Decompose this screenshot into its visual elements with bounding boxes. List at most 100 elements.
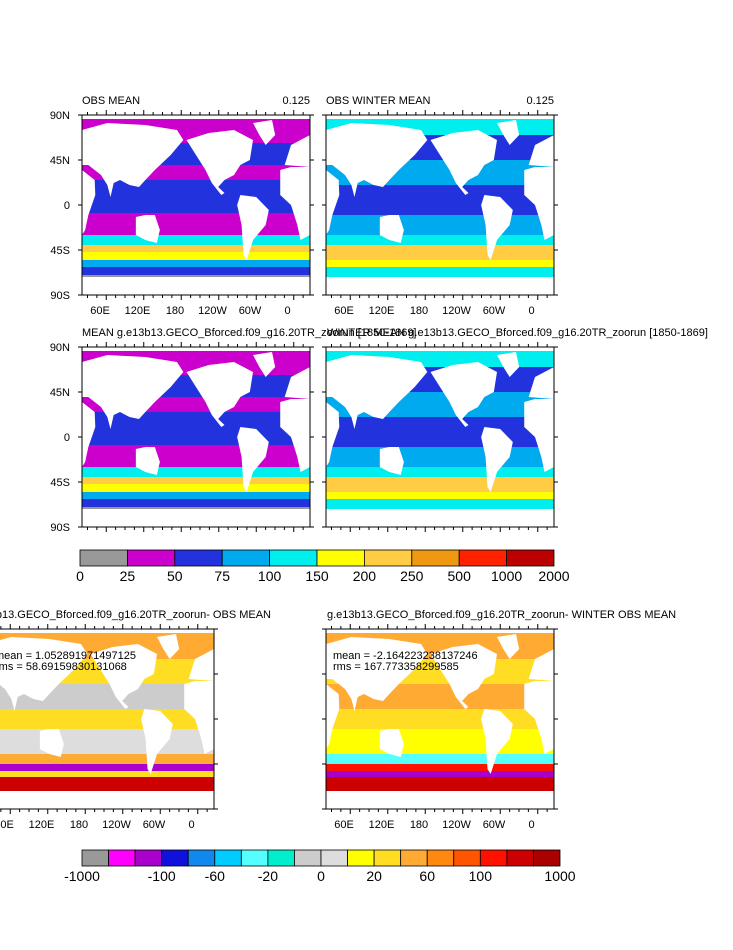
field-band xyxy=(0,771,214,777)
field-band xyxy=(82,260,310,267)
lon-label: 60W xyxy=(143,819,166,831)
lon-label: 60E xyxy=(334,819,354,831)
lon-label: 180 xyxy=(410,819,428,831)
field-band xyxy=(82,467,310,477)
colorbar-box xyxy=(453,849,481,867)
lon-label: 60E xyxy=(0,819,14,831)
lon-label: 120W xyxy=(442,305,471,317)
field-band xyxy=(326,771,554,777)
colorbar-box xyxy=(458,549,508,567)
field-band xyxy=(326,754,554,764)
lon-label: 60W xyxy=(483,819,506,831)
panel-right-label: 0.125 xyxy=(526,95,554,107)
field-band xyxy=(326,764,554,771)
colorbar-box xyxy=(316,549,365,567)
colorbar-box xyxy=(221,549,270,567)
field-band xyxy=(82,267,310,275)
colorbar-label: -20 xyxy=(258,868,278,884)
colorbar-label: -1000 xyxy=(64,868,100,884)
lon-label: 60W xyxy=(483,305,506,317)
field-band xyxy=(326,499,554,509)
colorbar-box xyxy=(108,849,136,867)
colorbar-label: -60 xyxy=(205,868,225,884)
field-band xyxy=(326,185,554,215)
lon-label: 180 xyxy=(70,819,88,831)
panel-title: g.e13b13.GECO_Bforced.f09_g16.20TR_zooru… xyxy=(0,609,271,621)
colorbar-label: 75 xyxy=(214,568,230,584)
lon-label: 120E xyxy=(29,819,55,831)
map-panel xyxy=(0,624,218,814)
colorbar-box xyxy=(269,549,318,567)
field-band xyxy=(0,764,214,771)
lon-label: 120E xyxy=(369,819,395,831)
lon-label: 60E xyxy=(90,305,110,317)
colorbar-box xyxy=(267,849,295,867)
lon-label: 60E xyxy=(334,305,354,317)
colorbar-box xyxy=(347,849,375,867)
panel-right-label: 0.125 xyxy=(282,95,310,107)
lat-label: 90N xyxy=(50,110,70,122)
field-band xyxy=(0,729,214,754)
field-band xyxy=(82,429,310,445)
field-band xyxy=(326,729,554,754)
colorbar-label: 200 xyxy=(353,568,377,584)
lon-label: 120W xyxy=(102,819,131,831)
lon-label: 120E xyxy=(125,305,151,317)
lon-label: 180 xyxy=(410,305,428,317)
colorbar-box xyxy=(174,549,223,567)
colorbar-box xyxy=(187,849,216,867)
colorbar-box xyxy=(240,849,269,867)
lon-label: 0 xyxy=(528,819,534,831)
lon-label: 0 xyxy=(284,305,290,317)
lat-label: 45S xyxy=(50,477,70,489)
stats-text: rms = 167.773358299585 xyxy=(333,661,459,673)
colorbar-label: 60 xyxy=(419,868,435,884)
field-band xyxy=(326,492,554,499)
field-band xyxy=(0,709,214,729)
field-band xyxy=(326,260,554,267)
colorbar-label: 0 xyxy=(317,868,325,884)
stats-text: mean = -2.164223238137246 xyxy=(333,650,478,662)
field-band xyxy=(326,709,554,729)
map-panel xyxy=(78,342,314,532)
map-panel xyxy=(322,110,558,300)
map-panel xyxy=(322,342,558,532)
colorbar-box xyxy=(533,849,561,867)
field-band xyxy=(82,477,310,484)
lat-label: 45S xyxy=(50,245,70,257)
colorbar-box xyxy=(294,849,322,867)
colorbar-label: 50 xyxy=(167,568,183,584)
colorbar-box xyxy=(127,549,176,567)
colorbar-label: 500 xyxy=(448,568,472,584)
stats-text: rms = 58.69159830131068 xyxy=(0,661,127,673)
field-band xyxy=(82,252,310,260)
panel-title: OBS MEAN xyxy=(82,95,140,107)
lon-label: 120W xyxy=(198,305,227,317)
lon-label: 180 xyxy=(166,305,184,317)
colorbar-box xyxy=(411,549,460,567)
field-band xyxy=(326,267,554,277)
colorbar-label: 100 xyxy=(469,868,493,884)
lon-label: 120E xyxy=(369,305,395,317)
colorbar-box xyxy=(506,849,534,867)
lat-label: 45N xyxy=(50,155,70,167)
colorbar-label: 0 xyxy=(76,568,84,584)
stats-text: mean = 1.052891971497125 xyxy=(0,650,136,662)
lat-label: 0 xyxy=(64,432,70,444)
field-band xyxy=(0,754,214,764)
field-band xyxy=(326,215,554,235)
colorbar-label: 2000 xyxy=(538,568,569,584)
colorbar-box xyxy=(134,849,163,867)
field-band xyxy=(326,245,554,260)
field-band xyxy=(82,197,310,213)
lat-label: 90N xyxy=(50,342,70,354)
colorbar-box xyxy=(373,849,402,867)
lon-label: 120W xyxy=(442,819,471,831)
colorbar-box xyxy=(400,849,428,867)
field-band xyxy=(82,492,310,499)
map-panel xyxy=(322,624,558,814)
field-band xyxy=(326,447,554,467)
lat-label: 0 xyxy=(64,200,70,212)
lat-label: 45N xyxy=(50,387,70,399)
